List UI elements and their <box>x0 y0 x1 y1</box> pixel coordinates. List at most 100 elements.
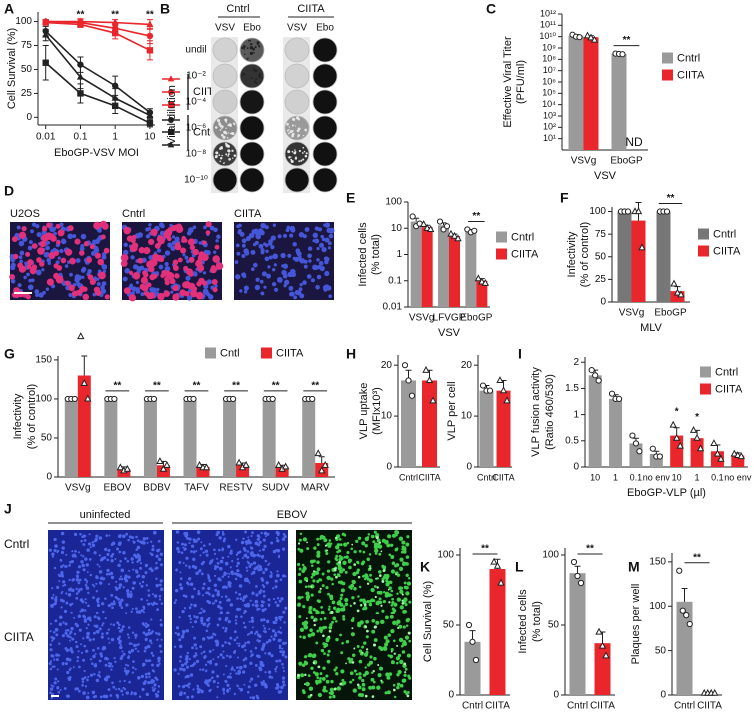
image-dot <box>64 662 69 666</box>
group-label: Cntrl <box>226 3 249 15</box>
image-dot <box>181 235 186 241</box>
image-dot <box>67 225 74 232</box>
image-dot <box>270 235 276 241</box>
image-dot <box>85 627 88 630</box>
plaque-well <box>312 63 338 89</box>
image-dot <box>279 650 283 654</box>
bar <box>479 390 494 467</box>
image-dot <box>258 243 264 249</box>
image-dot <box>61 574 65 578</box>
image-dot <box>68 292 73 298</box>
image-dot <box>187 227 194 233</box>
legend-label: CIITA <box>713 245 741 257</box>
image-dot <box>179 655 183 659</box>
image-dot <box>396 644 399 647</box>
image-dot <box>131 666 135 669</box>
point <box>615 395 623 403</box>
image-dot <box>209 659 213 663</box>
plaque <box>255 82 258 85</box>
image-dot <box>35 224 40 229</box>
row-label: 10⁻⁸ <box>186 149 207 160</box>
point <box>314 449 322 457</box>
image-dot <box>180 635 185 639</box>
image-dot <box>96 603 101 608</box>
image-dot <box>95 534 99 538</box>
image-dot <box>324 625 328 629</box>
image-dot <box>285 228 290 233</box>
image-dot <box>192 271 198 277</box>
image-dot <box>303 620 309 626</box>
image-dot <box>50 604 54 607</box>
image-dot <box>101 647 106 651</box>
image-dot <box>82 543 85 546</box>
image-dot <box>241 598 245 602</box>
image-dot <box>92 695 96 699</box>
image-dot <box>280 252 286 259</box>
image-dot <box>404 667 408 671</box>
point <box>465 621 473 629</box>
image-dot <box>405 573 409 577</box>
image-dot <box>174 588 179 593</box>
image-dot <box>93 551 97 555</box>
image-dot <box>250 677 254 681</box>
image-dot <box>179 667 183 671</box>
image-dot <box>357 623 362 628</box>
image-dot <box>235 553 239 556</box>
image-dot <box>35 269 42 276</box>
image-dot <box>401 650 406 654</box>
image-dot <box>151 654 155 657</box>
image-dot <box>100 285 105 290</box>
y-tick-label: 0.01 <box>383 302 403 313</box>
image-dot <box>307 246 313 251</box>
image-dot <box>332 606 337 610</box>
image-dot <box>31 222 37 227</box>
image-dot <box>176 541 180 544</box>
image-dot <box>358 672 362 676</box>
image-dot <box>246 550 250 553</box>
image-dot <box>405 542 410 547</box>
image-dot <box>310 278 315 283</box>
point <box>717 454 725 462</box>
image-dot <box>236 636 239 639</box>
y-tick-label: 0.5 <box>565 435 579 446</box>
point <box>242 460 250 468</box>
image-dot <box>315 641 319 645</box>
image-dot <box>239 597 243 601</box>
image-dot <box>384 642 389 647</box>
image-dot <box>355 570 360 575</box>
bar <box>401 380 416 467</box>
bar <box>611 53 627 150</box>
point <box>419 220 428 227</box>
image-dot <box>299 627 305 632</box>
image-dot <box>340 651 344 655</box>
image-dot <box>361 678 365 683</box>
image-dot <box>237 644 241 648</box>
legend-label: Cntrl <box>715 366 738 378</box>
image-dot <box>302 537 308 542</box>
image-dot <box>316 629 320 633</box>
plaque <box>288 126 291 128</box>
image-dot <box>338 555 342 558</box>
point <box>405 377 412 384</box>
image-dot <box>49 643 52 646</box>
image-dot <box>222 626 225 629</box>
bar <box>583 37 599 150</box>
plaque <box>227 153 230 156</box>
image-dot <box>255 585 258 588</box>
image-dot <box>101 632 104 636</box>
image-dot <box>128 642 132 645</box>
image-dot <box>123 287 131 295</box>
image-dot <box>276 548 281 553</box>
image-dot <box>206 679 211 683</box>
image-dot <box>404 603 408 607</box>
bar <box>236 465 250 477</box>
image-dot <box>388 580 393 585</box>
image-dot <box>335 545 340 550</box>
point <box>318 466 326 474</box>
image-dot <box>398 566 404 572</box>
plaque <box>227 149 231 153</box>
image-dot <box>84 685 88 688</box>
image-dot <box>81 266 87 272</box>
image-dot <box>134 647 138 650</box>
image-dot <box>121 534 126 539</box>
